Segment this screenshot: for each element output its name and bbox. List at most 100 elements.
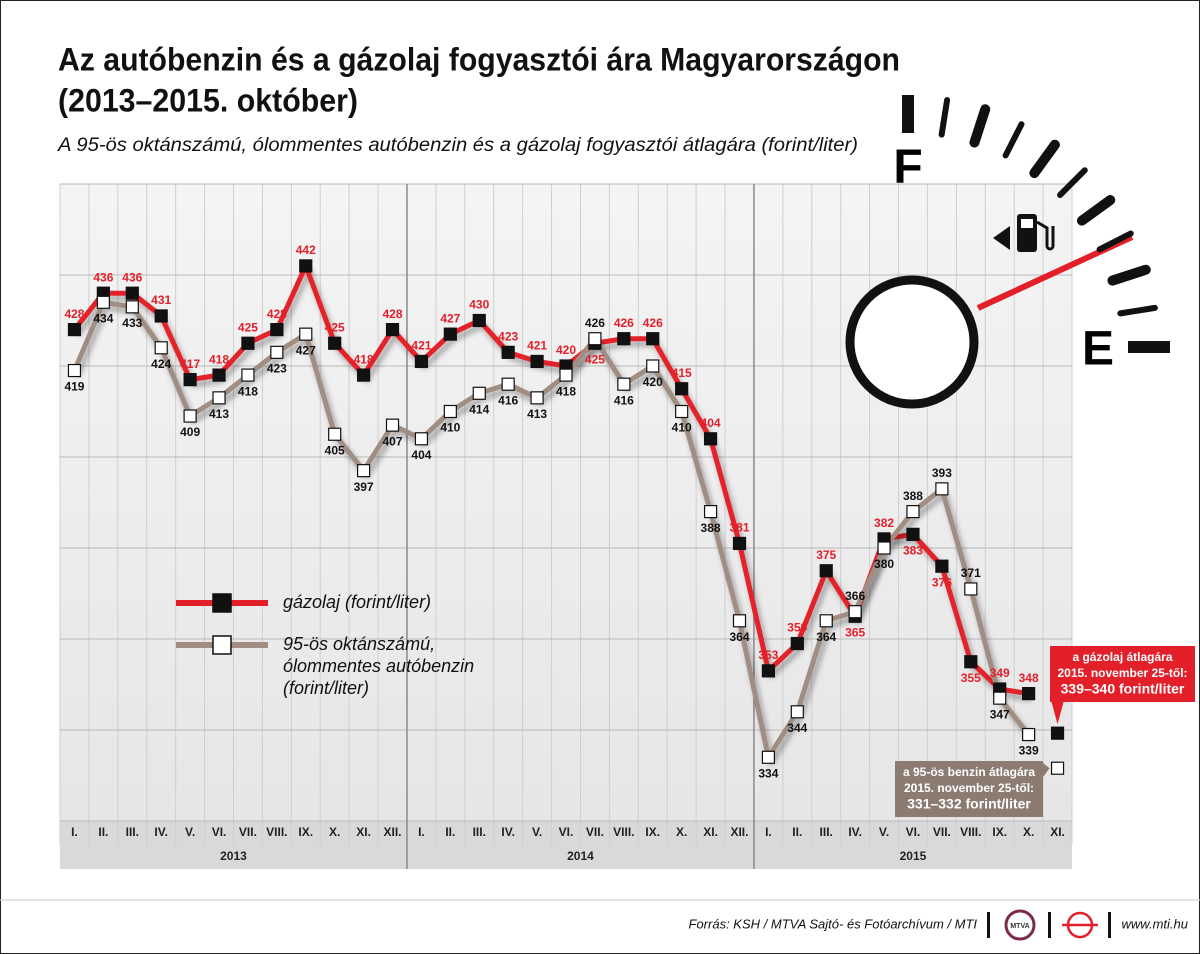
x-tick-label: I. [71, 825, 78, 839]
data-label: 428 [382, 307, 402, 321]
data-label: 428 [267, 307, 287, 321]
x-tick-label: II. [445, 825, 455, 839]
data-label: 430 [469, 298, 489, 312]
data-label: 348 [1019, 671, 1039, 685]
data-label: 418 [354, 352, 374, 366]
x-tick-label: VIII. [266, 825, 287, 839]
data-label: 413 [209, 407, 229, 421]
data-label: 420 [556, 343, 576, 357]
axis-strip [60, 821, 1072, 869]
data-label: 420 [643, 375, 663, 389]
year-label: 2015 [900, 849, 927, 863]
x-tick-label: XI. [356, 825, 371, 839]
data-point [443, 404, 457, 419]
x-tick-label: X. [329, 825, 340, 839]
x-tick-label: IX. [645, 825, 660, 839]
data-label: 376 [932, 575, 952, 589]
year-label: 2014 [567, 849, 594, 863]
data-label: 410 [440, 421, 460, 435]
data-label: 442 [296, 243, 316, 257]
data-point [906, 527, 920, 541]
data-label: 413 [527, 407, 547, 421]
data-point [385, 323, 400, 337]
data-point [299, 327, 313, 341]
data-point [819, 564, 833, 578]
x-tick-label: I. [418, 825, 425, 839]
data-point [501, 377, 515, 391]
data-label: 425 [585, 352, 605, 366]
x-tick-label: VIII. [960, 825, 981, 839]
annotation-text: 339–340 forint/liter [1061, 681, 1185, 697]
data-point [183, 373, 197, 387]
data-point [67, 323, 82, 337]
data-point [154, 341, 168, 355]
gauge-empty: E [1082, 323, 1114, 376]
data-label: 366 [845, 589, 865, 603]
data-label: 423 [498, 330, 518, 344]
data-label: 414 [469, 402, 489, 416]
data-point [877, 541, 891, 555]
data-point [964, 655, 978, 669]
data-point [67, 363, 82, 378]
gauge-hub [845, 275, 979, 409]
data-point [559, 368, 573, 382]
data-point [241, 336, 255, 350]
data-point [617, 377, 631, 391]
footer-url: www.mti.hu [1122, 916, 1188, 931]
separator [1048, 912, 1051, 938]
data-point [935, 559, 949, 573]
data-point [183, 409, 197, 423]
footer: Forrás: KSH / MTVA Sajtó- és Fotóarchívu… [0, 899, 1200, 941]
data-point [1022, 727, 1036, 742]
data-label: 416 [614, 393, 634, 407]
data-label: 353 [758, 648, 778, 662]
x-tick-label: V. [185, 825, 195, 839]
data-point [125, 300, 139, 314]
x-tick-label: II. [792, 825, 802, 839]
logo-ring [1004, 909, 1036, 941]
data-point [154, 309, 168, 323]
annotation-marker [1050, 726, 1065, 740]
data-label: 421 [527, 339, 547, 353]
annotation-pointer [1051, 702, 1064, 725]
data-label: 433 [122, 316, 142, 330]
data-point [761, 664, 776, 678]
x-tick-label: VI. [906, 825, 921, 839]
data-label: 355 [961, 671, 981, 685]
annotation: a gázolaj átlagára 2015. november 25-től:… [1050, 646, 1195, 725]
annotation-text: 2015. november 25-től: [904, 781, 1034, 795]
annotation: a 95-ös benzin átlagára 2015. november 25… [895, 761, 1050, 817]
gauge-tick [1096, 230, 1134, 253]
data-point [819, 614, 833, 628]
x-tick-label: V. [532, 825, 542, 839]
x-tick-label: X. [676, 825, 687, 839]
x-tick-label: IX. [298, 825, 313, 839]
gauge-tick [1057, 167, 1088, 198]
x-tick-label: VIII. [613, 825, 634, 839]
x-tick-label: IV. [848, 825, 862, 839]
data-label: 409 [180, 425, 200, 439]
data-label: 349 [990, 666, 1010, 680]
data-label: 415 [672, 366, 692, 380]
x-tick-label: I. [765, 825, 772, 839]
x-tick-label: VII. [239, 825, 257, 839]
fuel-gauge: F E [845, 95, 1170, 409]
data-label: 344 [787, 721, 807, 735]
data-point [328, 427, 342, 441]
legend-marker [212, 635, 232, 655]
x-tick-label: IV. [501, 825, 515, 839]
x-tick-label: VII. [586, 825, 604, 839]
x-tick-label: VI. [559, 825, 574, 839]
annotation-marker [1050, 761, 1065, 775]
data-point [270, 345, 284, 359]
data-label: 407 [382, 434, 402, 448]
data-label: 418 [209, 352, 229, 366]
annotation-text: 331–332 forint/liter [907, 796, 1031, 812]
gauge-tick [1117, 304, 1158, 317]
data-point [935, 482, 949, 496]
data-label: 371 [961, 566, 981, 580]
data-label: 404 [701, 416, 721, 430]
data-point [385, 418, 400, 432]
annotation-text: 2015. november 25-től: [1057, 666, 1187, 680]
data-label: 427 [440, 311, 460, 325]
